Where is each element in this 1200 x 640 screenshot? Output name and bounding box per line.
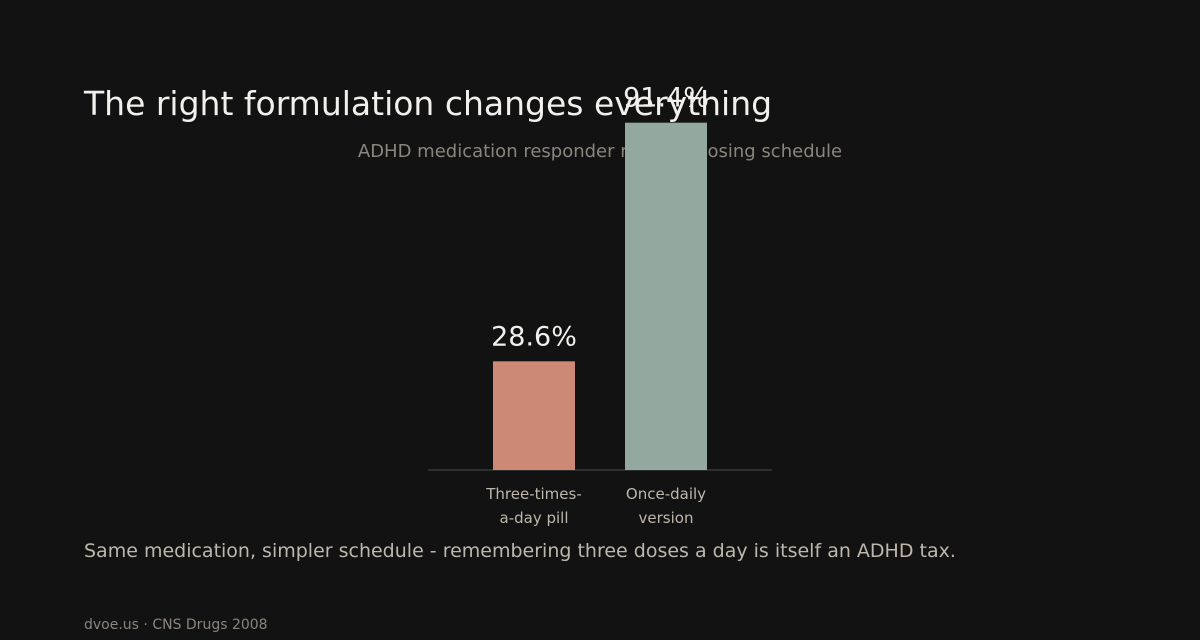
bar-value-label-1: 28.6%	[491, 321, 577, 352]
source-footer: dvoe.us · CNS Drugs 2008	[84, 617, 268, 633]
bar-value-label-2: 91.4%	[623, 83, 709, 114]
chart-title: ADHD medication responder rate, by dosin…	[358, 141, 842, 162]
category-label-2-line-2: version	[639, 509, 694, 527]
category-label-1-line-2: a-day pill	[500, 509, 569, 527]
bar-2	[625, 122, 707, 471]
category-label-1-line-1: Three-times-	[485, 485, 582, 503]
slide-caption: Same medication, simpler schedule - reme…	[84, 540, 956, 562]
category-label-2-line-1: Once-daily	[626, 485, 706, 503]
bars-layer: 28.6% Three-times-a-day pill 91.4% Once-dai…	[485, 83, 709, 527]
bar-1	[493, 361, 575, 470]
slide-title: The right formulation changes everything	[84, 84, 773, 123]
